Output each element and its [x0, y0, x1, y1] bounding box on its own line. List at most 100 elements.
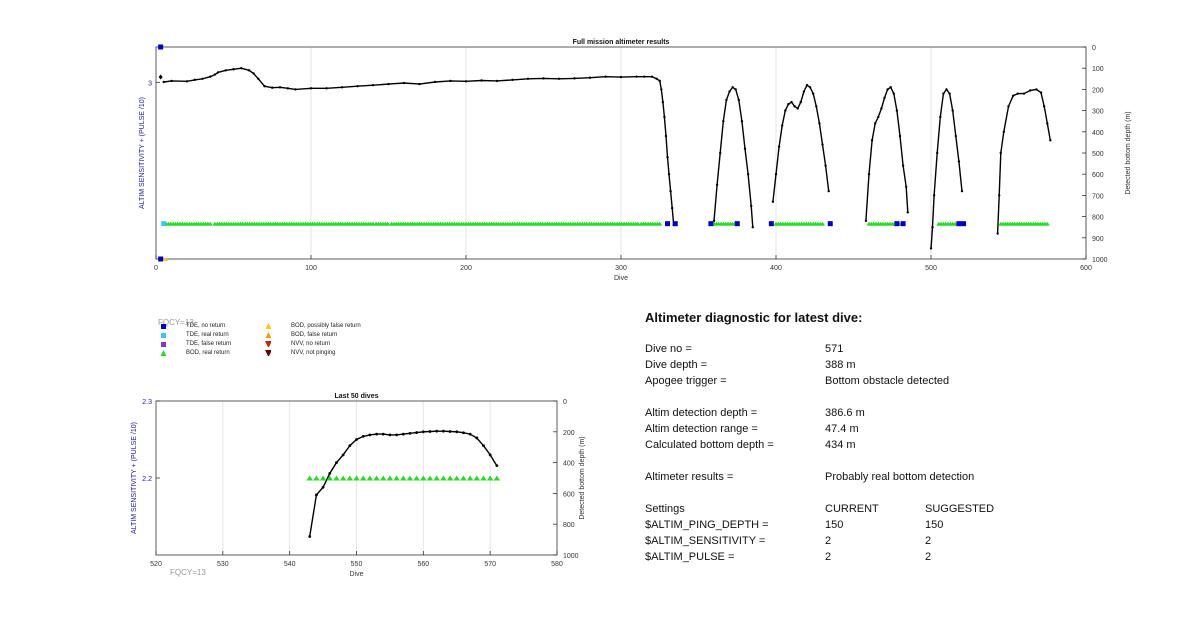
depth-point: [793, 105, 796, 108]
y-right-tick-label: 800: [1092, 215, 1104, 222]
y-right-tick-label: 1000: [1092, 257, 1108, 264]
dive-depth-row: Dive depth = 388 m: [645, 359, 1105, 375]
y-left-tick-label: 3: [148, 80, 152, 87]
depth-point: [670, 206, 674, 210]
depth-point: [874, 122, 877, 125]
y-right-tick-label: 100: [1092, 66, 1104, 73]
y-right-tick-label: 600: [563, 491, 575, 498]
bod-real-return-marker: [380, 475, 387, 481]
results-value: Probably real bottom detection: [825, 471, 975, 483]
calc-depth-value: 434 m: [825, 439, 856, 451]
depth-point: [335, 461, 338, 464]
depth-point: [787, 103, 790, 106]
depth-point: [799, 100, 802, 104]
setting-name: $ALTIM_PULSE =: [645, 551, 735, 563]
depth-point: [408, 431, 412, 435]
depth-point: [271, 86, 274, 89]
depth-series-line: [309, 430, 498, 537]
x-tick-label: 300: [615, 265, 627, 272]
bod-real-return-marker: [1044, 221, 1050, 226]
depth-point: [309, 87, 313, 90]
legend-swatch: [265, 341, 271, 347]
x-axis-label: Dive: [349, 571, 363, 578]
depth-point: [805, 83, 809, 87]
setting-row-ping-depth: $ALTIM_PING_DEPTH = 150 150: [645, 519, 1105, 535]
depth-point: [808, 86, 812, 89]
depth-point: [395, 433, 398, 437]
calc-depth-row: Calculated bottom depth = 434 m: [645, 439, 1105, 455]
calc-depth-label: Calculated bottom depth =: [645, 439, 774, 451]
legend-label: NVV, not pinging: [291, 350, 336, 356]
legend-swatch: [161, 342, 166, 347]
apogee-row: Apogee trigger = Bottom obstacle detecte…: [645, 375, 1105, 391]
depth-point: [880, 107, 883, 110]
depth-point: [449, 79, 452, 83]
depth-point: [889, 86, 892, 89]
legend-swatch: [265, 350, 271, 356]
bod-real-return-marker: [366, 475, 374, 481]
depth-point: [216, 71, 220, 74]
depth-point: [731, 86, 734, 89]
depth-point: [294, 88, 297, 91]
depth-point: [812, 92, 815, 95]
depth-point: [802, 90, 806, 93]
depth-point: [193, 78, 196, 82]
depth-point: [340, 86, 344, 89]
depth-point: [348, 444, 352, 448]
depth-point: [462, 431, 465, 435]
tde-marker: [900, 221, 906, 227]
bod-real-return-marker: [460, 475, 467, 481]
bod-real-return-marker: [446, 475, 454, 481]
legend-swatch: [160, 350, 166, 356]
bod-real-return-marker: [319, 475, 327, 481]
tde-marker: [158, 44, 164, 50]
depth-point: [635, 75, 638, 78]
depth-point: [746, 173, 750, 176]
tde-marker: [708, 221, 714, 227]
depth-point: [951, 109, 954, 112]
detect-range-row: Altim detection range = 47.4 m: [645, 423, 1105, 439]
x-tick-label: 580: [551, 561, 563, 568]
y-left-tick-label: 2.3: [142, 399, 152, 406]
x-tick-label: 0: [154, 265, 158, 272]
depth-point: [321, 485, 325, 489]
depth-point: [931, 226, 934, 229]
depth-point: [999, 151, 1002, 155]
depth-point: [905, 185, 908, 189]
tde-marker: [734, 221, 740, 227]
depth-point: [468, 432, 472, 436]
depth-point: [381, 432, 385, 436]
bod-real-return-marker: [413, 475, 420, 481]
depth-point: [725, 98, 728, 102]
depth-point: [774, 173, 778, 176]
depth-point: [263, 85, 266, 88]
setting-suggested: 2: [925, 551, 932, 563]
bod-real-return-marker: [385, 221, 391, 226]
bod-real-return-marker: [466, 475, 474, 481]
fqcy-label-top: FQCY=13: [158, 318, 194, 327]
depth-point: [784, 109, 787, 112]
depth-point: [781, 124, 784, 127]
tde-marker: [827, 221, 833, 227]
depth-point: [371, 83, 375, 87]
y-right-tick-label: 1000: [563, 553, 579, 560]
depth-point: [728, 90, 731, 93]
depth-point: [715, 183, 719, 186]
depth-point: [401, 432, 405, 436]
setting-row-pulse: $ALTIM_PULSE = 2 2: [645, 551, 1105, 567]
depth-point: [664, 134, 668, 138]
tde-marker: [161, 221, 167, 227]
depth-point: [719, 151, 722, 155]
x-tick-label: 200: [460, 265, 472, 272]
depth-point: [722, 120, 725, 123]
depth-point: [1022, 92, 1026, 95]
depth-point: [495, 464, 499, 468]
apogee-label: Apogee trigger =: [645, 375, 727, 387]
depth-point: [936, 151, 939, 155]
depth-point: [660, 88, 663, 91]
depth-point: [1042, 105, 1046, 108]
bod-real-return-marker: [486, 475, 494, 481]
setting-name: $ALTIM_PING_DEPTH =: [645, 519, 769, 531]
depth-point: [482, 444, 485, 448]
y-right-tick-label: 200: [1092, 87, 1104, 94]
